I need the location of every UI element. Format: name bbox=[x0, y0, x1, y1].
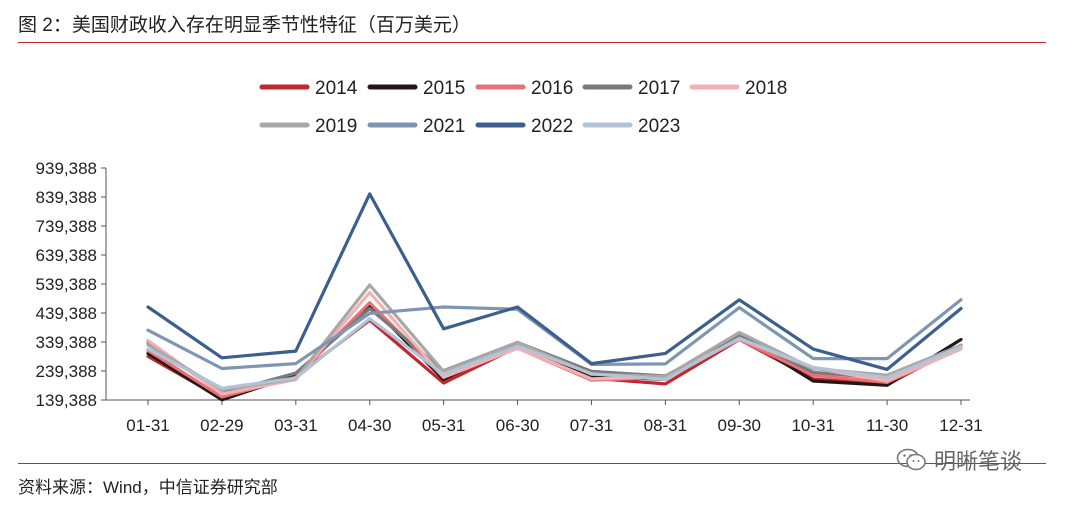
series-line-2022 bbox=[146, 192, 963, 371]
x-tick-label: 04-30 bbox=[348, 416, 391, 435]
x-tick-label: 08-31 bbox=[644, 416, 687, 435]
legend-label-2015: 2015 bbox=[423, 78, 465, 99]
x-tick-label: 03-31 bbox=[274, 416, 317, 435]
y-axis: 939,388 839,388 739,388 639,388 539,388 439,3… bbox=[36, 159, 107, 410]
x-tick-label: 07-31 bbox=[570, 416, 613, 435]
legend-label-2017: 2017 bbox=[638, 78, 680, 99]
x-tick-label: 11-30 bbox=[866, 416, 908, 435]
legend-label-2016: 2016 bbox=[531, 78, 573, 99]
y-tick-label: 339,388 bbox=[36, 333, 97, 352]
source-note: 资料来源：Wind，中信证券研究部 bbox=[18, 478, 278, 497]
y-tick-label: 239,388 bbox=[36, 362, 97, 381]
wechat-icon bbox=[896, 448, 926, 471]
series-line-2023 bbox=[146, 317, 963, 390]
chart-legend: 2014 2015 2016 2017 2018 2019 2021 2022 2023 bbox=[259, 78, 787, 137]
watermark: 明晰笔谈 bbox=[896, 445, 1022, 475]
watermark-text: 明晰笔谈 bbox=[934, 449, 1023, 474]
plot-area bbox=[146, 192, 963, 402]
legend-label-2018: 2018 bbox=[745, 78, 787, 99]
legend-label-2019: 2019 bbox=[315, 116, 357, 137]
y-tick-label: 739,388 bbox=[36, 217, 97, 236]
x-tick-label: 10-31 bbox=[791, 416, 834, 435]
y-tick-label: 839,388 bbox=[36, 188, 97, 207]
title-divider bbox=[18, 42, 1046, 43]
y-tick-label: 639,388 bbox=[36, 246, 97, 265]
figure-title: 图 2：美国财政收入存在明显季节性特征（百万美元） bbox=[18, 15, 471, 36]
x-tick-label: 09-30 bbox=[718, 416, 761, 435]
y-tick-label: 939,388 bbox=[36, 159, 97, 178]
x-tick-label: 05-31 bbox=[422, 416, 465, 435]
legend-label-2021: 2021 bbox=[423, 116, 465, 137]
x-tick-label: 06-30 bbox=[496, 416, 539, 435]
legend-label-2014: 2014 bbox=[315, 78, 358, 99]
legend-label-2022: 2022 bbox=[531, 116, 573, 137]
y-tick-label: 439,388 bbox=[36, 304, 97, 323]
x-tick-label: 01-31 bbox=[126, 416, 169, 435]
y-tick-label: 139,388 bbox=[36, 391, 97, 410]
x-tick-label: 12-31 bbox=[939, 416, 982, 435]
x-axis: 01-31 02-29 03-31 04-30 05-31 06-30 07-31 08-31… bbox=[106, 399, 983, 435]
source-divider bbox=[18, 463, 1046, 464]
y-tick-label: 539,388 bbox=[36, 275, 97, 294]
legend-label-2023: 2023 bbox=[638, 116, 680, 137]
x-tick-label: 02-29 bbox=[200, 416, 243, 435]
